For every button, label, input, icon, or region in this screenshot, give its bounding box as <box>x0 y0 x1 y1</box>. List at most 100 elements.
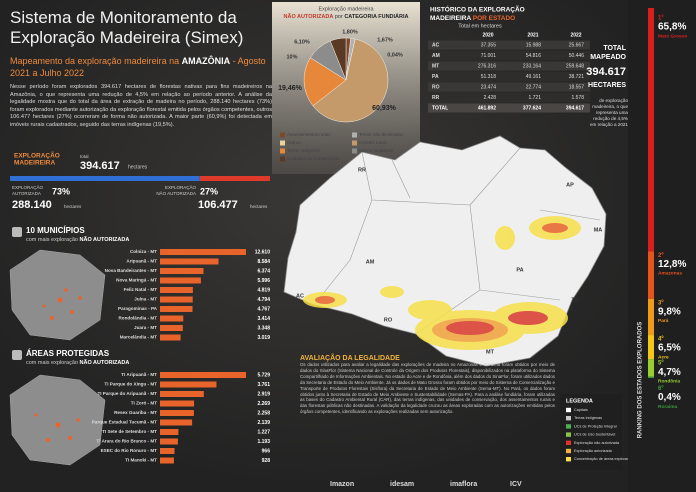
history-cell: 23.474 <box>481 84 497 90</box>
bar <box>160 372 246 378</box>
section-title: 10 MUNICÍPIOS <box>26 226 85 235</box>
bar-value-label: 8.584 <box>257 259 270 265</box>
history-cell: 394.617 <box>566 105 584 111</box>
pie-legend-label: Vazios fundiários <box>359 148 394 153</box>
bar-category: Nova Bandeirantes - MT <box>105 268 158 273</box>
legalidade-text: Os dados utilizados para avaliar a legal… <box>300 362 555 415</box>
bar <box>160 325 183 331</box>
dot <box>55 422 61 428</box>
history-state: AM <box>432 53 440 59</box>
ranking-state: Mato Grosso <box>658 33 687 39</box>
bar <box>160 438 178 445</box>
legend-swatch <box>566 407 571 413</box>
bar-category: Rondolândia - MT <box>118 316 157 321</box>
ranking-state: Acre <box>658 354 669 360</box>
pie-value-label: 1,80% <box>342 29 358 35</box>
map-label: MT <box>486 349 495 355</box>
bar-value-label: 3.019 <box>257 335 270 341</box>
section-title-part: NÃO AUTORIZADA <box>78 359 129 366</box>
history-cell: 51.318 <box>481 74 497 80</box>
section-title: com mais exploração NÃO AUTORIZADA <box>26 236 129 243</box>
bar-value-label: 3.761 <box>257 382 270 388</box>
history-row-bg <box>428 61 590 71</box>
ranking-value: 6,5% <box>658 343 681 354</box>
pie-legend-label: Imóveis rurais <box>359 140 388 145</box>
bar <box>160 315 184 322</box>
history-cell: 461.892 <box>478 105 496 111</box>
history-state: MT <box>432 63 439 69</box>
total-mapeado-label: TOTAL <box>603 45 626 52</box>
total-mapeado-label: MAPEADO <box>590 54 626 61</box>
history-cell: 233.164 <box>523 63 541 69</box>
pie-title-part: NÃO AUTORIZADA <box>284 13 334 20</box>
history-state: RR <box>432 95 440 101</box>
hotspot <box>542 223 568 233</box>
ranking-bar <box>648 251 654 299</box>
ranking-bar <box>648 359 654 377</box>
bar <box>160 268 204 274</box>
history-cell: 22.774 <box>526 84 542 90</box>
section-title: ÁREAS PROTEGIDAS <box>26 349 110 358</box>
legend-swatch <box>566 424 571 429</box>
bar-category: Parque Estadual Tucumã - MT <box>92 420 157 425</box>
footer-logo: Imazon <box>330 481 354 488</box>
unauthorized-bar <box>199 176 270 181</box>
ranking-panel <box>628 0 696 492</box>
history-column: 2021 <box>527 32 538 38</box>
bar <box>160 429 179 435</box>
bar-value-label: 2.919 <box>257 391 270 397</box>
legend-title: LEGENDA <box>566 398 593 404</box>
legend-swatch <box>566 440 571 445</box>
hotspot <box>380 286 404 298</box>
pie-legend-swatch <box>352 140 357 146</box>
ranking-state: Roraima <box>658 404 678 410</box>
bar <box>160 419 193 426</box>
bar <box>160 400 195 407</box>
bar-value-label: 12.610 <box>255 249 271 255</box>
pie-legend-label: Terras indígenas <box>287 148 321 153</box>
history-subtitle: Total em hectares <box>458 23 502 29</box>
bar-category: TI Parque do Aripuanã - MT <box>97 391 157 396</box>
totals-label: EXPLORAÇÃO <box>14 151 60 160</box>
history-cell: 15.988 <box>526 42 542 48</box>
bar-value-label: 4.767 <box>257 306 270 312</box>
ranking-value: 65,8% <box>658 22 686 33</box>
pie-title-part: por <box>333 14 343 20</box>
unauthorized-label: NÃO AUTORIZADA <box>156 190 196 196</box>
pie-legend-label: Terras não destinadas <box>359 132 404 137</box>
dot <box>57 297 63 303</box>
ranking-position: 4º <box>658 337 664 343</box>
legend-item: Concentração de áreas exploradas <box>574 457 633 461</box>
subtitle-part: Mapeamento da exploração madeireira na <box>10 56 180 66</box>
history-cell: 259.648 <box>566 63 584 69</box>
map-label: PA <box>516 267 523 273</box>
bar-category: Colniza - MT <box>130 249 157 254</box>
map-label: AC <box>296 293 304 299</box>
pie-legend-swatch <box>280 156 285 162</box>
state-borders <box>317 147 601 335</box>
ranking-state: Rondônia <box>658 378 680 384</box>
pie-slice <box>329 37 347 81</box>
ranking-value: 12,8% <box>658 259 686 270</box>
bar <box>160 381 217 388</box>
totals-total-word: total <box>80 154 89 159</box>
bar-value-label: 4.794 <box>257 297 270 303</box>
hotspots <box>303 216 581 350</box>
bar-value-label: 4.819 <box>257 287 270 293</box>
hotspot <box>315 296 335 304</box>
bar <box>160 287 193 293</box>
bar-value-label: 2.139 <box>257 420 270 426</box>
map-label: MA <box>594 227 603 233</box>
legend-swatch <box>566 448 571 454</box>
bar <box>160 296 193 303</box>
pie-slice <box>303 57 347 107</box>
footer-logo: idesam <box>390 481 414 488</box>
map-label: TO <box>571 297 579 303</box>
authorized-label: EXPLORAÇÃO <box>12 184 44 190</box>
history-row-bg <box>428 51 590 60</box>
history-cell: 37.355 <box>481 42 497 48</box>
bar-category: Aripuanã - MT <box>126 259 157 264</box>
ranking-bar <box>648 376 654 378</box>
bar-category: TI Sete de Setembro - MT <box>102 429 157 434</box>
